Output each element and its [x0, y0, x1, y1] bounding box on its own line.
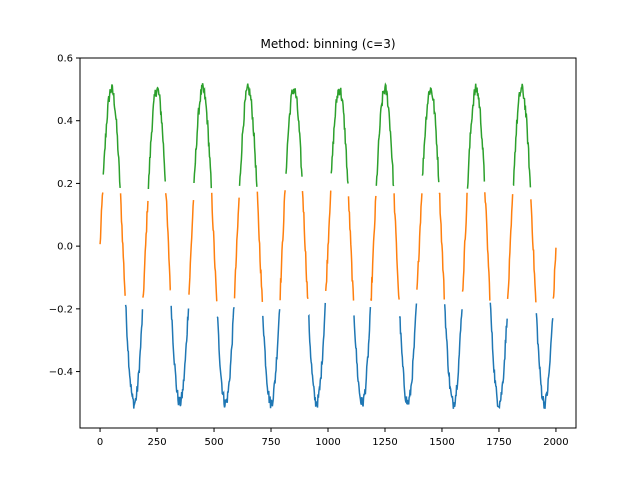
series-line-low: [353, 306, 372, 407]
series-line-mid: [438, 192, 445, 300]
plot-layer: [99, 82, 557, 410]
series-line-high: [512, 83, 532, 188]
series-line-mid: [552, 247, 557, 299]
series-line-mid: [256, 191, 264, 302]
x-tick-label: 0: [97, 437, 103, 448]
y-tick-label: 0.4: [57, 116, 73, 127]
y-tick-label: −0.2: [49, 304, 73, 315]
series-line-mid: [301, 190, 309, 300]
series-line-mid: [506, 194, 514, 299]
y-tick-label: 0.6: [57, 54, 73, 65]
series-line-low: [170, 305, 190, 407]
series-line-mid: [279, 190, 286, 301]
y-tick-label: −0.4: [49, 367, 73, 378]
y-axis: −0.4 −0.2 0.0 0.2 0.4 0.6: [49, 54, 80, 378]
series-line-mid: [188, 199, 195, 295]
series-line-high: [238, 83, 258, 187]
series-line-mid: [461, 192, 468, 292]
series-line-mid: [142, 200, 149, 298]
series-line-low: [124, 304, 144, 409]
series-line-mid: [324, 190, 332, 292]
series-line-mid: [233, 197, 240, 299]
series-line-mid: [530, 199, 537, 303]
series-line-low: [262, 309, 281, 409]
series-line-high: [102, 84, 121, 189]
series-line-mid: [119, 193, 126, 296]
series-line-low: [398, 303, 418, 405]
series-line-mid: [164, 193, 172, 291]
x-tick-label: 1000: [315, 437, 340, 448]
x-tick-label: 750: [261, 437, 280, 448]
series-line-high: [330, 87, 349, 184]
y-tick-label: 0.0: [57, 242, 73, 253]
series-line-high: [147, 86, 166, 190]
x-tick-label: 250: [147, 437, 166, 448]
series-line-low: [216, 307, 235, 408]
series-line-low: [489, 302, 508, 410]
x-tick-label: 2000: [543, 437, 568, 448]
series-line-low: [307, 302, 327, 408]
series-line-high: [466, 83, 486, 189]
series-line-high: [375, 82, 395, 187]
series-line-high: [285, 88, 303, 177]
series-line-high: [421, 86, 440, 183]
series-line-high: [193, 83, 213, 189]
series-line-mid: [211, 192, 218, 302]
x-tick-label: 1750: [486, 437, 511, 448]
series-line-low: [443, 304, 463, 409]
series-line-mid: [393, 193, 400, 300]
x-tick-label: 1250: [372, 437, 397, 448]
y-tick-label: 0.2: [57, 179, 73, 190]
series-line-mid: [370, 195, 377, 301]
x-tick-label: 500: [204, 437, 223, 448]
series-line-mid: [347, 196, 355, 301]
series-line-mid: [484, 192, 491, 301]
chart-title: Method: binning (c=3): [260, 37, 395, 51]
series-line-mid: [416, 193, 423, 290]
x-tick-label: 1500: [429, 437, 454, 448]
x-axis: 0 250 500 750 1000 1250 1500 1750 2000: [97, 428, 569, 448]
series-line-mid: [99, 192, 104, 245]
series-line-low: [535, 313, 554, 409]
